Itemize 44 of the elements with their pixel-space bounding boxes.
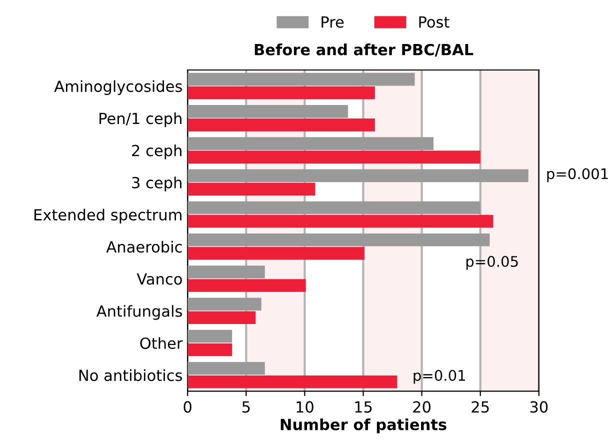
x-axis-title: Number of patients — [280, 418, 446, 434]
x-tick-label: 5 — [242, 401, 250, 413]
bar — [188, 105, 348, 118]
bar — [188, 311, 256, 324]
annotation: p=0.05 — [466, 256, 518, 270]
x-tick-label: 20 — [413, 401, 430, 413]
legend-label: Post — [419, 16, 450, 28]
x-tick-label: 15 — [355, 401, 372, 413]
chart-title: Before and after PBC/BAL — [254, 44, 474, 57]
y-tick-label: 2 ceph — [132, 144, 182, 160]
y-tick-label: Anaerobic — [106, 240, 182, 253]
annotation: p=0.01 — [414, 370, 466, 384]
y-tick-label: Pen/1 ceph — [100, 112, 182, 128]
bar — [188, 150, 480, 164]
bar — [188, 86, 375, 100]
bar — [188, 169, 528, 182]
bar — [188, 266, 265, 278]
bar — [188, 330, 232, 343]
bar — [188, 137, 434, 150]
bar — [188, 362, 265, 375]
bar — [188, 233, 490, 246]
bar — [188, 246, 364, 260]
y-tick-label: Antifungals — [96, 305, 182, 320]
bar — [188, 201, 480, 214]
legend-label: Pre — [322, 16, 344, 28]
x-tick-label: 0 — [184, 401, 192, 413]
y-tick-label: Extended spectrum — [34, 208, 182, 224]
bar — [188, 214, 494, 228]
y-tick-label: No antibiotics — [79, 369, 182, 382]
x-tick-label: 25 — [472, 401, 489, 413]
bar — [188, 298, 262, 311]
text: p=0.001 — [547, 168, 608, 182]
y-tick-label: Other — [140, 337, 183, 350]
bar — [188, 182, 316, 196]
bar — [188, 72, 415, 86]
bar — [188, 375, 398, 388]
bar — [188, 118, 375, 132]
x-tick-label: 10 — [296, 401, 314, 413]
y-tick-label: 3 ceph — [132, 176, 182, 192]
bar — [188, 279, 306, 292]
x-tick-label: 30 — [530, 401, 548, 413]
y-tick-label: Vanco — [136, 273, 182, 285]
y-tick-label: Aminoglycosides — [54, 80, 182, 96]
bar — [188, 343, 232, 356]
